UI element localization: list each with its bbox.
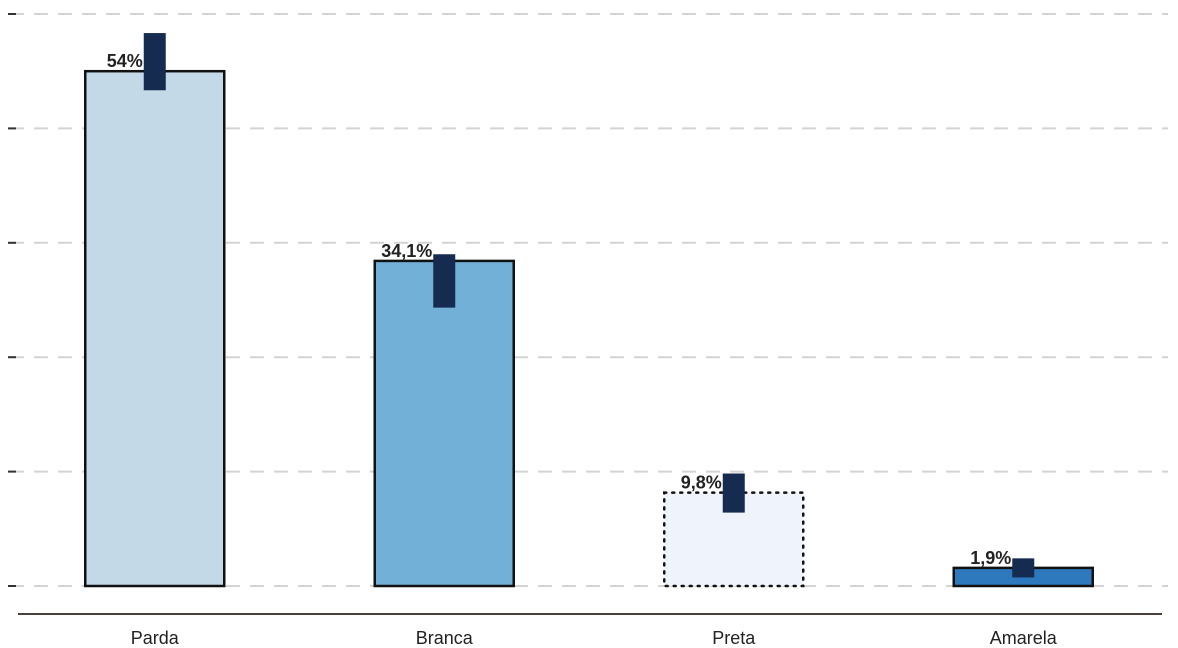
data-label-parda: 54% (107, 51, 143, 71)
data-labels: 54% 34,1% 9,8% 1,9% (107, 51, 1012, 568)
bars (84, 69, 1094, 588)
category-labels: Parda Branca Preta Amarela (131, 628, 1058, 648)
error-bar-parda (143, 33, 166, 91)
category-label-amarela: Amarela (990, 628, 1058, 648)
category-label-branca: Branca (416, 628, 474, 648)
error-bar-branca (433, 254, 456, 308)
category-label-preta: Preta (712, 628, 756, 648)
error-bars (143, 33, 1035, 578)
error-bar-amarela (1012, 558, 1035, 578)
bar-branca (373, 259, 515, 588)
data-label-branca: 34,1% (381, 241, 432, 261)
error-bar-preta (722, 473, 745, 513)
category-label-parda: Parda (131, 628, 180, 648)
data-label-amarela: 1,9% (970, 548, 1011, 568)
data-label-preta: 9,8% (681, 473, 722, 493)
bar-parda (84, 69, 226, 588)
